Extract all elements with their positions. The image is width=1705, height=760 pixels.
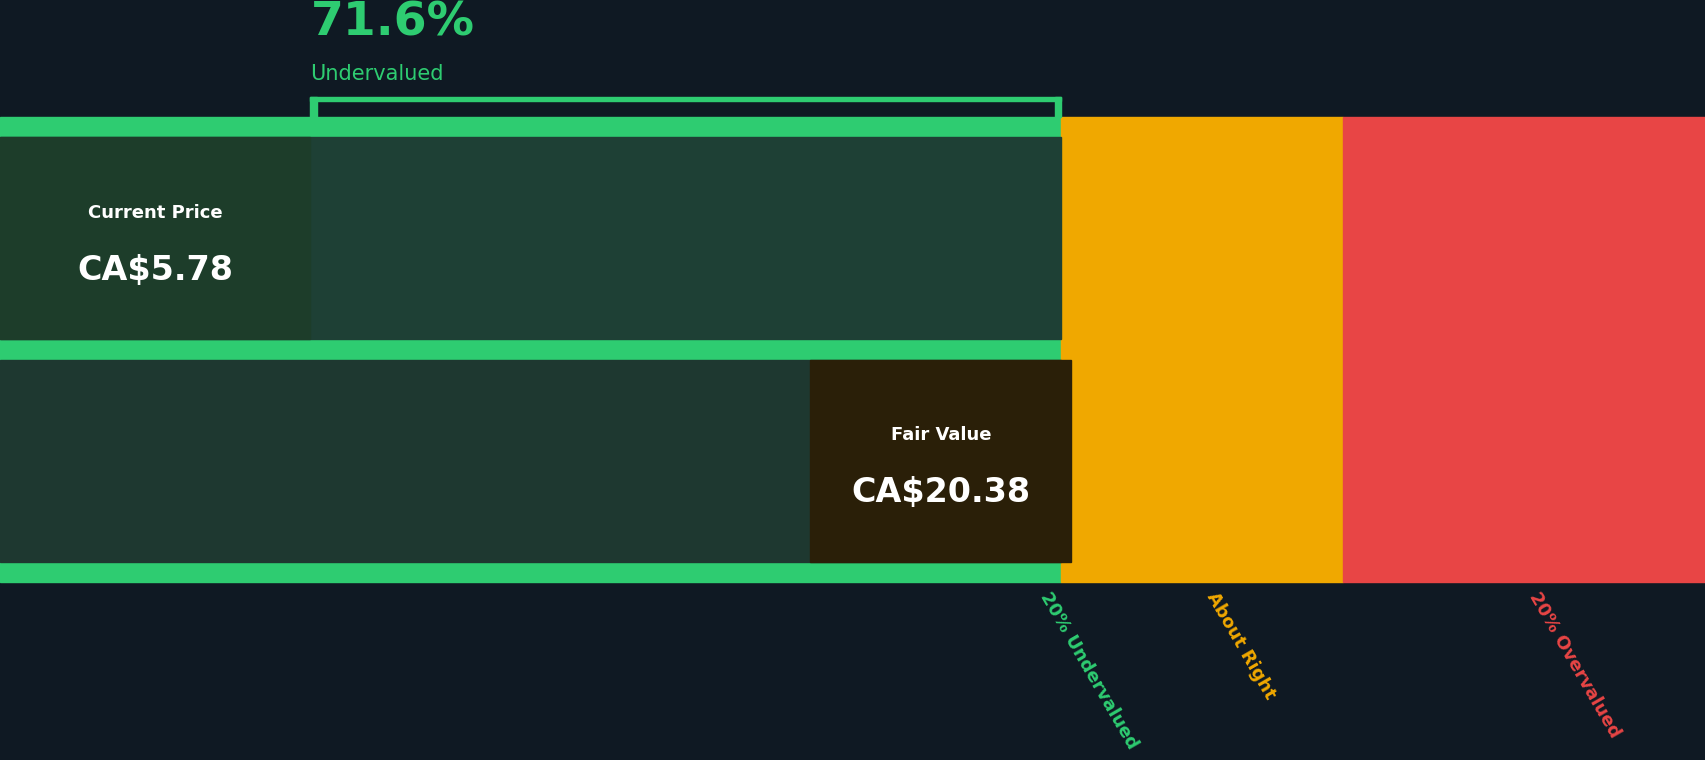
Bar: [0, 117, 1061, 582]
Text: 71.6%: 71.6%: [310, 1, 474, 46]
Text: Undervalued: Undervalued: [310, 64, 443, 84]
Bar: [0, 359, 1061, 562]
Text: Current Price: Current Price: [89, 204, 222, 222]
Bar: [0, 138, 1061, 339]
Bar: [0, 138, 310, 339]
Bar: [1061, 117, 1342, 582]
Bar: [810, 359, 1071, 562]
Text: Fair Value: Fair Value: [890, 426, 991, 444]
Text: About Right: About Right: [1202, 588, 1279, 702]
Text: CA$20.38: CA$20.38: [851, 477, 1030, 509]
Text: 20% Overvalued: 20% Overvalued: [1524, 588, 1623, 740]
Text: CA$5.78: CA$5.78: [77, 254, 234, 287]
Text: 20% Undervalued: 20% Undervalued: [1037, 588, 1141, 752]
Bar: [310, 97, 1061, 101]
Bar: [1054, 97, 1061, 117]
Bar: [310, 97, 317, 117]
Bar: [1342, 117, 1705, 582]
